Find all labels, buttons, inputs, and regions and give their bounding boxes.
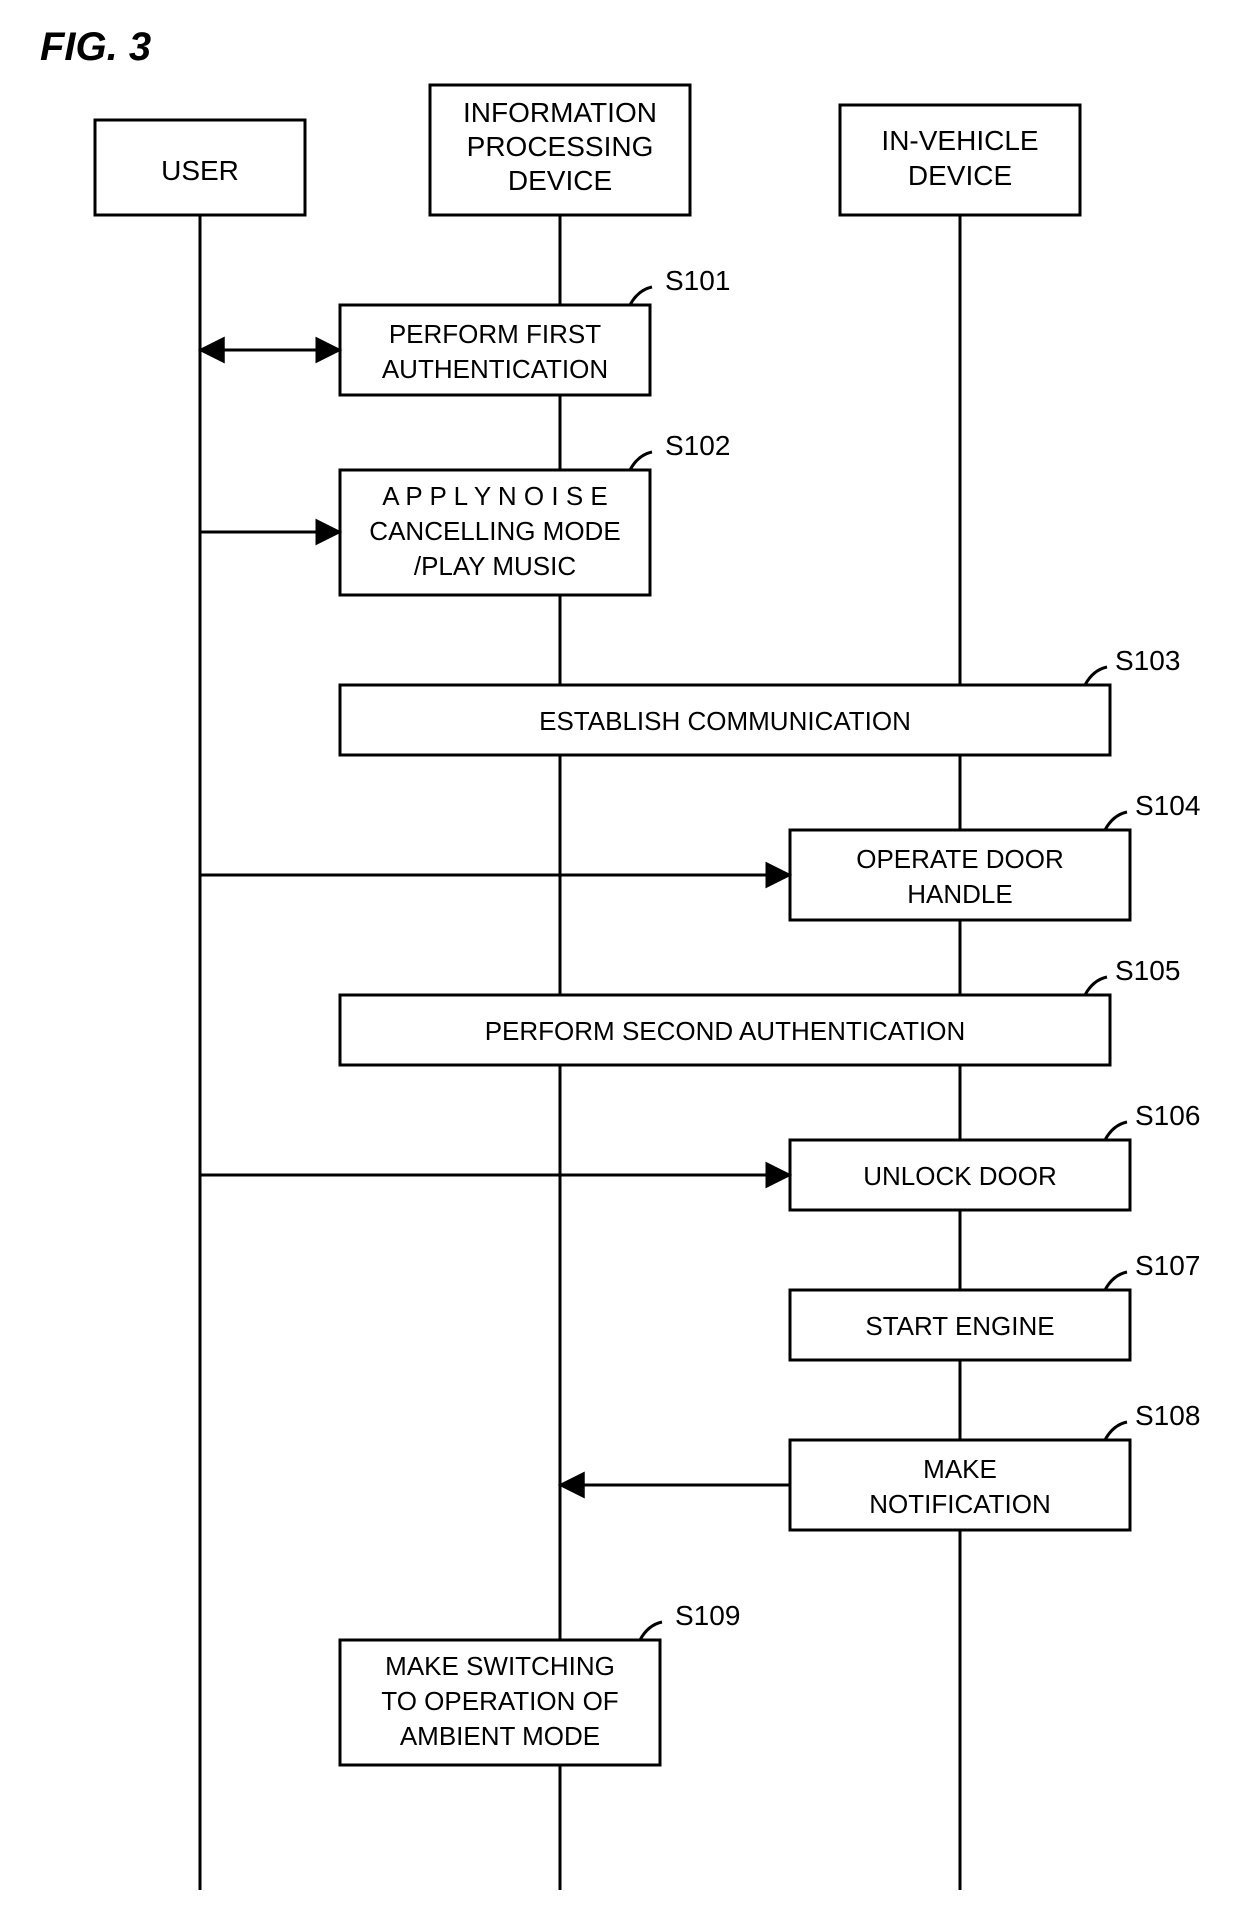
- label-s104: S104: [1135, 790, 1200, 821]
- tick-s109: [640, 1622, 662, 1640]
- step-s104: OPERATE DOOR HANDLE: [790, 830, 1130, 920]
- header-device-line2: PROCESSING: [467, 131, 654, 162]
- step-s106-line1: UNLOCK DOOR: [863, 1161, 1057, 1191]
- figure-title: FIG. 3: [40, 25, 151, 69]
- tick-s107: [1105, 1272, 1127, 1290]
- step-s109: MAKE SWITCHING TO OPERATION OF AMBIENT M…: [340, 1640, 660, 1765]
- step-s107-line1: START ENGINE: [865, 1311, 1054, 1341]
- step-s103-line1: ESTABLISH COMMUNICATION: [539, 706, 911, 736]
- step-s105-line1: PERFORM SECOND AUTHENTICATION: [485, 1016, 966, 1046]
- header-user-label: USER: [161, 155, 239, 186]
- step-s109-line1: MAKE SWITCHING: [385, 1651, 615, 1681]
- tick-s108: [1105, 1422, 1127, 1440]
- step-s102-line3: /PLAY MUSIC: [414, 551, 576, 581]
- tick-s103: [1085, 667, 1107, 685]
- label-s107: S107: [1135, 1250, 1200, 1281]
- label-s109: S109: [675, 1600, 740, 1631]
- tick-s102: [630, 452, 652, 470]
- tick-s104: [1105, 812, 1127, 830]
- label-s103: S103: [1115, 645, 1180, 676]
- step-s108-line2: NOTIFICATION: [869, 1489, 1051, 1519]
- header-vehicle-line2: DEVICE: [908, 160, 1012, 191]
- step-s109-line2: TO OPERATION OF: [381, 1686, 618, 1716]
- step-s102: A P P L Y N O I S E CANCELLING MODE /PLA…: [340, 470, 650, 595]
- step-s107: START ENGINE: [790, 1290, 1130, 1360]
- header-user: USER: [95, 120, 305, 215]
- step-s103: ESTABLISH COMMUNICATION: [340, 685, 1110, 755]
- tick-s106: [1105, 1122, 1127, 1140]
- label-s106: S106: [1135, 1100, 1200, 1131]
- step-s102-line1: A P P L Y N O I S E: [382, 481, 607, 511]
- step-s109-line3: AMBIENT MODE: [400, 1721, 600, 1751]
- header-device-line1: INFORMATION: [463, 97, 657, 128]
- step-s108-line1: MAKE: [923, 1454, 997, 1484]
- step-s101-line2: AUTHENTICATION: [382, 354, 608, 384]
- step-s104-line1: OPERATE DOOR: [856, 844, 1064, 874]
- label-s105: S105: [1115, 955, 1180, 986]
- header-vehicle-line1: IN-VEHICLE: [881, 125, 1038, 156]
- label-s108: S108: [1135, 1400, 1200, 1431]
- tick-s105: [1085, 977, 1107, 995]
- header-device-line3: DEVICE: [508, 165, 612, 196]
- step-s101-line1: PERFORM FIRST: [389, 319, 601, 349]
- label-s102: S102: [665, 430, 730, 461]
- header-vehicle: IN-VEHICLE DEVICE: [840, 105, 1080, 215]
- tick-s101: [630, 287, 652, 305]
- step-s105: PERFORM SECOND AUTHENTICATION: [340, 995, 1110, 1065]
- step-s104-line2: HANDLE: [907, 879, 1012, 909]
- step-s106: UNLOCK DOOR: [790, 1140, 1130, 1210]
- step-s108: MAKE NOTIFICATION: [790, 1440, 1130, 1530]
- header-device: INFORMATION PROCESSING DEVICE: [430, 85, 690, 215]
- step-s102-line2: CANCELLING MODE: [369, 516, 620, 546]
- label-s101: S101: [665, 265, 730, 296]
- step-s101: PERFORM FIRST AUTHENTICATION: [340, 305, 650, 395]
